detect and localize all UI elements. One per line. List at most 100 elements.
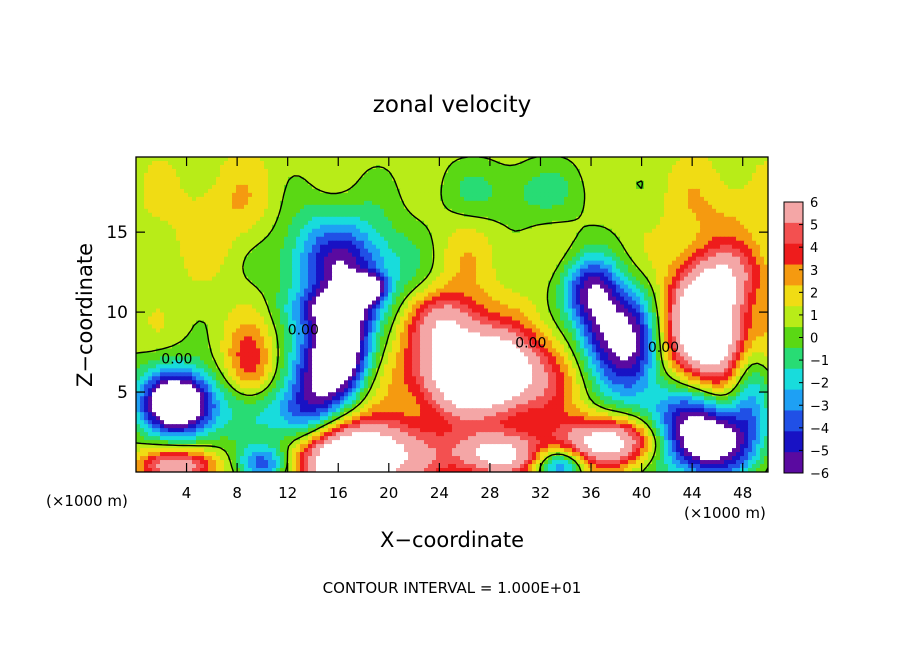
heatmap-cell [296, 172, 301, 178]
heatmap-cell [736, 204, 741, 210]
heatmap-cell [612, 224, 617, 230]
heatmap-cell [444, 200, 449, 206]
heatmap-cell [164, 256, 169, 262]
heatmap-cell [568, 192, 573, 198]
heatmap-cell [676, 240, 681, 246]
heatmap-cell [200, 200, 205, 206]
heatmap-cell [228, 248, 233, 254]
heatmap-cell [144, 252, 149, 258]
heatmap-cell [724, 232, 729, 238]
heatmap-cell [336, 196, 341, 202]
heatmap-cell [660, 172, 665, 178]
heatmap-cell [300, 260, 305, 266]
heatmap-cell [424, 248, 429, 254]
heatmap-cell [496, 224, 501, 230]
heatmap-cell [388, 252, 393, 258]
heatmap-cell [340, 172, 345, 178]
heatmap-cell [360, 256, 365, 262]
heatmap-cell [228, 172, 233, 178]
heatmap-cell [580, 220, 585, 226]
heatmap-cell [516, 196, 521, 202]
heatmap-cell [216, 252, 221, 258]
heatmap-cell [288, 184, 293, 190]
heatmap-cell [664, 256, 669, 262]
heatmap-cell [212, 204, 217, 210]
heatmap-cell [572, 176, 577, 182]
heatmap-cell [456, 200, 461, 206]
heatmap-cell [424, 232, 429, 238]
heatmap-cell [284, 268, 289, 274]
heatmap-cell [692, 172, 697, 178]
heatmap-cell [424, 196, 429, 202]
heatmap-cell [548, 208, 553, 214]
heatmap-cell [632, 172, 637, 178]
heatmap-cell [308, 220, 313, 226]
heatmap-cell [492, 168, 497, 174]
heatmap-cell [328, 232, 333, 238]
heatmap-cell [764, 244, 768, 250]
heatmap-cell [600, 196, 605, 202]
heatmap-cell [252, 184, 257, 190]
heatmap-cell [392, 188, 397, 194]
heatmap-cell [412, 220, 417, 226]
heatmap-cell [212, 264, 217, 270]
heatmap-cell [668, 208, 673, 214]
heatmap-cell [708, 252, 713, 258]
heatmap-cell [196, 200, 201, 206]
heatmap-cell [264, 164, 269, 170]
heatmap-cell [424, 252, 429, 258]
heatmap-cell [172, 172, 177, 178]
heatmap-cell [692, 196, 697, 202]
heatmap-cell [292, 264, 297, 270]
heatmap-cell [480, 212, 485, 218]
heatmap-cell [180, 196, 185, 202]
heatmap-cell [500, 220, 505, 226]
heatmap-cell [608, 184, 613, 190]
heatmap-cell [268, 172, 273, 178]
heatmap-cell [256, 224, 261, 230]
heatmap-cell [568, 256, 573, 262]
heatmap-cell [216, 268, 221, 274]
heatmap-cell [552, 160, 557, 166]
heatmap-cell [240, 244, 245, 250]
heatmap-cell [692, 212, 697, 218]
heatmap-cell [680, 232, 685, 238]
heatmap-cell [224, 268, 229, 274]
heatmap-cell [384, 232, 389, 238]
heatmap-cell [340, 157, 345, 162]
heatmap-cell [404, 232, 409, 238]
heatmap-cell [400, 220, 405, 226]
heatmap-cell [192, 172, 197, 178]
heatmap-cell [228, 260, 233, 266]
heatmap-cell [644, 172, 649, 178]
heatmap-cell [444, 228, 449, 234]
heatmap-cell [560, 232, 565, 238]
heatmap-cell [472, 220, 477, 226]
heatmap-cell [504, 204, 509, 210]
heatmap-cell [268, 168, 273, 174]
heatmap-cell [336, 244, 341, 250]
heatmap-cell [208, 204, 213, 210]
heatmap-cell [548, 176, 553, 182]
heatmap-cell [432, 188, 437, 194]
heatmap-cell [740, 224, 745, 230]
heatmap-cell [340, 192, 345, 198]
heatmap-cell [672, 164, 677, 170]
heatmap-cell [168, 232, 173, 238]
heatmap-cell [208, 164, 213, 170]
heatmap-cell [452, 260, 457, 266]
heatmap-cell [152, 220, 157, 226]
heatmap-cell [252, 176, 257, 182]
heatmap-cell [600, 192, 605, 198]
heatmap-cell [368, 160, 373, 166]
heatmap-cell [492, 228, 497, 234]
heatmap-cell [476, 212, 481, 218]
heatmap-cell [720, 184, 725, 190]
heatmap-cell [140, 240, 145, 246]
heatmap-cell [640, 168, 645, 174]
heatmap-cell [308, 280, 313, 286]
heatmap-cell [288, 220, 293, 226]
heatmap-cell [164, 196, 169, 202]
heatmap-cell [632, 236, 637, 242]
heatmap-cell [312, 212, 317, 218]
